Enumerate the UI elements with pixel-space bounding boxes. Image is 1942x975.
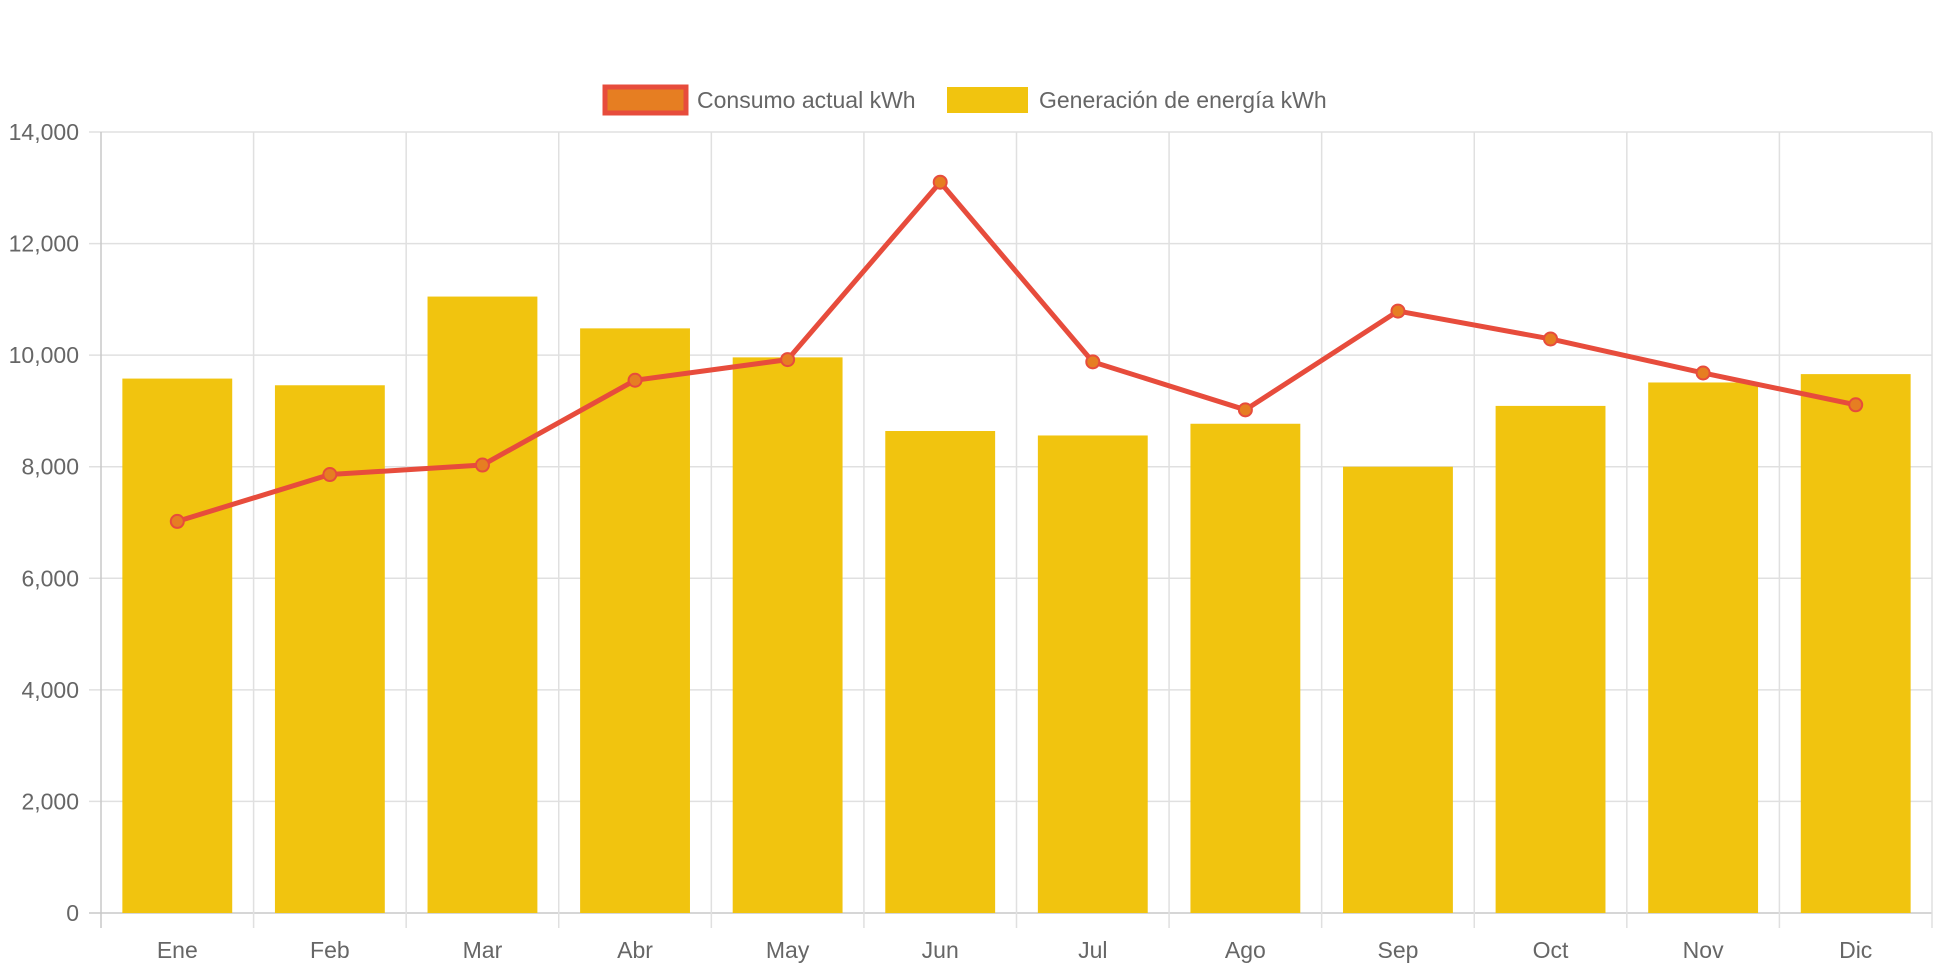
- point-consumo: [322, 467, 338, 483]
- y-tick-label: 0: [66, 900, 79, 926]
- legend-item-consumo[interactable]: Consumo actual kWh: [602, 84, 916, 116]
- grid: [89, 131, 1933, 928]
- bar-generacion: [274, 385, 385, 913]
- bar-generacion: [580, 328, 690, 913]
- x-tick-label: Ene: [157, 937, 198, 963]
- legend-swatch-generacion: [947, 87, 1028, 113]
- point-consumo: [932, 174, 948, 190]
- point-consumo: [627, 372, 643, 388]
- bar-generacion: [1495, 405, 1606, 913]
- x-tick-label: Oct: [1533, 937, 1569, 963]
- point-consumo: [780, 352, 796, 368]
- x-tick-label: Feb: [310, 937, 350, 963]
- x-tick-label: Dic: [1839, 937, 1872, 963]
- line-consumo: [176, 179, 1857, 524]
- y-tick-label: 14,000: [9, 119, 79, 145]
- point-consumo: [1237, 402, 1253, 418]
- point-consumo: [1390, 303, 1406, 319]
- y-tick-label: 2,000: [21, 788, 79, 814]
- bar-generacion: [1648, 382, 1759, 913]
- x-tick-label: Ago: [1225, 937, 1266, 963]
- y-tick-label: 6,000: [21, 565, 79, 591]
- point-consumo: [1695, 365, 1711, 381]
- axes: 0 2,000 4,000 6,000 8,000 10,000 12,000 14,000 E…: [9, 119, 1873, 963]
- bar-generacion: [732, 357, 843, 914]
- x-tick-label: Jun: [922, 937, 959, 963]
- bar-generacion: [122, 378, 233, 913]
- bar-generacion: [1037, 435, 1148, 913]
- point-consumo: [1848, 397, 1864, 413]
- bar-generacion: [885, 431, 996, 913]
- legend-label-consumo: Consumo actual kWh: [697, 87, 916, 113]
- point-consumo: [1085, 354, 1101, 370]
- x-tick-label: Abr: [617, 937, 653, 963]
- x-tick-label: Nov: [1683, 937, 1724, 963]
- bar-generacion: [1343, 466, 1453, 913]
- bar-generacion: [427, 296, 538, 913]
- point-consumo: [474, 457, 490, 473]
- bar-series: [122, 296, 1911, 914]
- point-consumo: [1543, 331, 1559, 347]
- legend-label-generacion: Generación de energía kWh: [1039, 87, 1327, 113]
- legend-swatch-consumo: [602, 84, 689, 116]
- y-tick-label: 4,000: [21, 677, 79, 703]
- y-tick-label: 8,000: [21, 454, 79, 480]
- bar-generacion: [1190, 423, 1301, 913]
- line-series: [169, 174, 1864, 529]
- legend-item-generacion[interactable]: Generación de energía kWh: [947, 87, 1327, 113]
- point-consumo: [169, 513, 185, 529]
- x-tick-label: May: [766, 937, 810, 963]
- y-tick-label: 12,000: [9, 231, 79, 257]
- x-tick-label: Jul: [1078, 937, 1107, 963]
- bar-generacion: [1800, 374, 1911, 913]
- x-tick-label: Mar: [463, 937, 503, 963]
- legend: Consumo actual kWh Generación de energía…: [602, 84, 1327, 116]
- x-tick-label: Sep: [1377, 937, 1418, 963]
- y-tick-label: 10,000: [9, 342, 79, 368]
